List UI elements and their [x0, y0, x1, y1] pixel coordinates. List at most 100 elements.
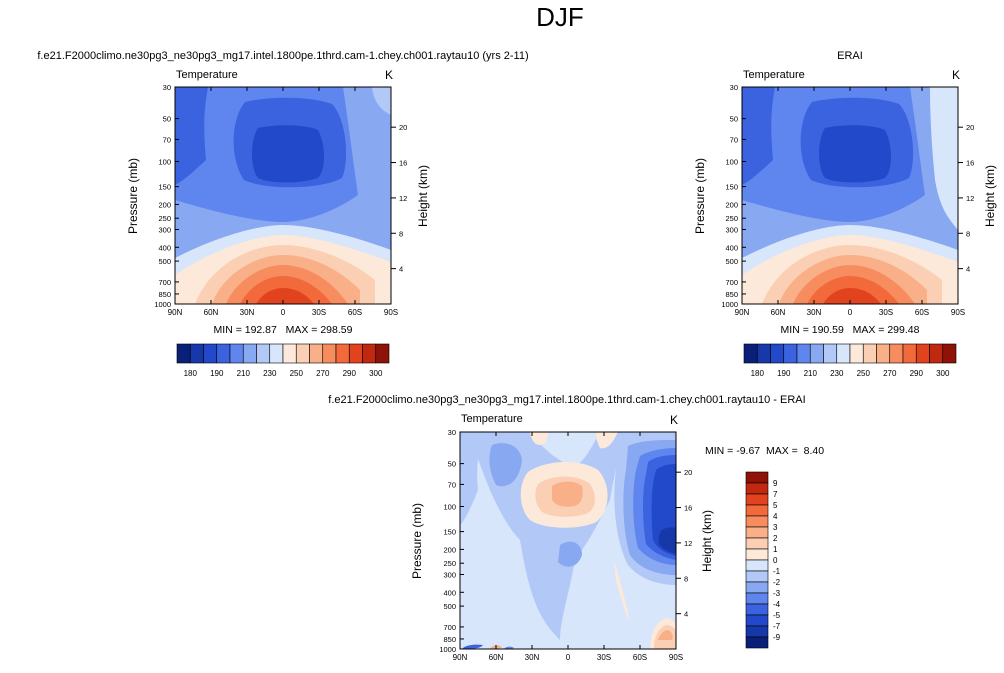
contour-fill: [742, 87, 958, 304]
y-tick-label: 1000: [721, 300, 738, 309]
panel-model: f.e21.F2000climo.ne30pg3_ne30pg3_mg17.in…: [37, 50, 528, 378]
y-tick-label: 50: [448, 460, 456, 469]
colorbar-cell: [836, 343, 851, 364]
fill-level-3-core: [552, 481, 583, 507]
fill-level-230-se: [930, 87, 958, 230]
units-label: K: [670, 413, 678, 427]
x-tick-label: 90S: [384, 308, 398, 317]
y-tick-label: 150: [725, 183, 738, 192]
colorbar-label: -4: [773, 600, 781, 609]
colorbar-cell: [745, 581, 769, 594]
colorbar-cell: [770, 343, 785, 364]
colorbar-cell: [745, 471, 769, 484]
y2-tick-label: 20: [399, 123, 407, 132]
y-tick-label: 100: [158, 158, 171, 167]
y-tick-label: 500: [443, 602, 456, 611]
colorbar-label: 230: [263, 369, 277, 378]
colorbar-label: 290: [910, 369, 924, 378]
y2-ticks: 4 8 12 16 20: [676, 468, 692, 619]
y2-tick-label: 16: [684, 504, 692, 513]
colorbar-cell: [745, 504, 769, 517]
y-tick-label: 400: [443, 588, 456, 597]
y-tick-label: 70: [730, 135, 738, 144]
fill-level-minus2-surface: [504, 646, 514, 649]
y-tick-label: 150: [443, 528, 456, 537]
colorbar-cell: [745, 526, 769, 539]
colorbar-cell: [745, 592, 769, 605]
fill-level-295: [256, 288, 314, 304]
colorbar-cell: [256, 343, 271, 364]
x-tick-label: 30N: [240, 308, 255, 317]
colorbar-cell: [745, 493, 769, 506]
y-tick-label: 1000: [154, 300, 171, 309]
y-tick-label: 150: [158, 183, 171, 192]
y-tick-label: 50: [730, 115, 738, 124]
colorbar-cell: [176, 343, 191, 364]
units-label: K: [385, 68, 393, 82]
fill-level-3-corner: [658, 630, 673, 640]
colorbar-cell: [745, 559, 769, 572]
x-tick-label: 60S: [633, 653, 647, 662]
colorbar-label: 2: [773, 534, 778, 543]
colorbar-label: -3: [773, 589, 781, 598]
colorbar-label: 180: [184, 369, 198, 378]
fill-level-minus1-west: [460, 432, 482, 525]
colorbar-cell: [189, 343, 204, 364]
colorbar-label: 5: [773, 501, 778, 510]
y-tick-label: 1000: [439, 645, 456, 654]
y2-axis-label: Height (km): [983, 165, 997, 227]
x-tick-label: 30N: [525, 653, 540, 662]
x-tick-label: 0: [848, 308, 853, 317]
colorbar-label: 3: [773, 523, 778, 532]
figure-title: DJF: [536, 2, 584, 32]
colorbar-cell: [282, 343, 297, 364]
panel-title: f.e21.F2000climo.ne30pg3_ne30pg3_mg17.in…: [328, 394, 805, 406]
colorbar-cell: [348, 343, 363, 364]
fill-level-185-core: [252, 125, 324, 183]
fill-level-185-core: [819, 125, 891, 183]
x-tick-label: 30S: [312, 308, 326, 317]
y2-tick-label: 12: [399, 194, 407, 203]
colorbar-label: 1: [773, 545, 778, 554]
x-tick-label: 60N: [771, 308, 786, 317]
colorbar-cell: [295, 343, 310, 364]
y2-ticks: 4 8 12 16 20: [391, 123, 407, 274]
colorbar-cell: [745, 614, 769, 627]
y2-axis-label: Height (km): [700, 510, 714, 572]
y-tick-label: 250: [443, 559, 456, 568]
x-ticks: 90N 60N 30N 0 30S 60S 90S: [168, 87, 398, 317]
colorbar-label: -7: [773, 622, 781, 631]
y-tick-label: 100: [443, 503, 456, 512]
y-tick-label: 850: [443, 635, 456, 644]
y-tick-label: 300: [443, 570, 456, 579]
colorbar-cell: [309, 343, 324, 364]
colorbar-cell: [242, 343, 257, 364]
colorbar-cell: [745, 548, 769, 561]
y-tick-label: 500: [725, 257, 738, 266]
y-tick-label: 850: [725, 290, 738, 299]
contour-fill: [175, 87, 391, 304]
y-tick-label: 500: [158, 257, 171, 266]
x-tick-label: 0: [281, 308, 286, 317]
colorbar: 180 190 210 230 250 270 290 300: [176, 343, 390, 378]
colorbar-cell: [942, 343, 957, 364]
y-tick-label: 30: [163, 83, 171, 92]
colorbar-label: 250: [857, 369, 871, 378]
y-axis-label: Pressure (mb): [126, 158, 140, 234]
x-tick-label: 0: [566, 653, 571, 662]
x-ticks: 90N 60N 30N 0 30S 60S 90S: [735, 87, 965, 317]
y2-tick-label: 4: [399, 265, 403, 274]
fill-level-190-west: [175, 87, 208, 185]
colorbar-cell: [745, 603, 769, 616]
y-axis-label: Pressure (mb): [410, 503, 424, 579]
x-tick-label: 90S: [951, 308, 965, 317]
y2-tick-label: 12: [966, 194, 974, 203]
colorbar-label: 290: [343, 369, 357, 378]
x-tick-label: 90N: [453, 653, 468, 662]
y-tick-label: 700: [443, 623, 456, 632]
colorbar-label: 230: [830, 369, 844, 378]
y2-tick-label: 4: [684, 610, 688, 619]
colorbar-label: 190: [777, 369, 791, 378]
min-max-label: MIN = 190.59 MAX = 299.48: [781, 324, 920, 336]
colorbar-cell: [375, 343, 390, 364]
